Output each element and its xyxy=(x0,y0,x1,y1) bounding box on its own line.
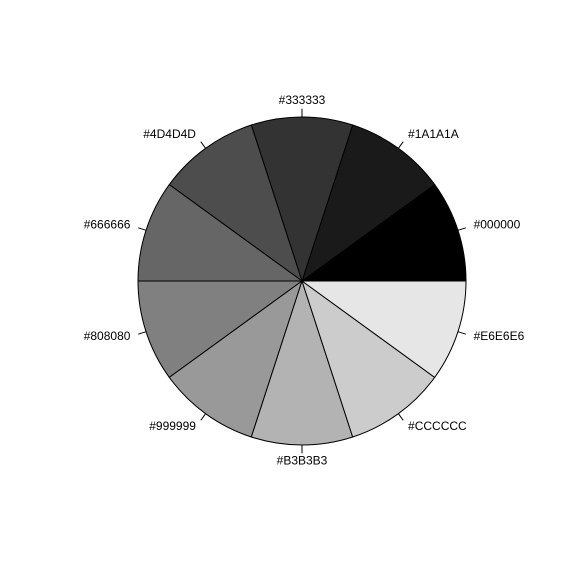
pie-slice-7 xyxy=(250,279,354,446)
pie-slices xyxy=(137,116,467,446)
pie-slice-8 xyxy=(301,279,436,438)
slice-label-6: #999999 xyxy=(149,419,196,433)
slice-label-tick-4 xyxy=(138,227,147,231)
slice-label-5: #808080 xyxy=(84,329,131,343)
slice-label-tick-9 xyxy=(457,331,466,335)
slice-label-4: #666666 xyxy=(84,217,131,231)
pie-slice-6 xyxy=(168,279,303,438)
pie-slice-1 xyxy=(301,124,436,283)
slice-label-tick-0 xyxy=(457,227,466,231)
slice-label-2: #333333 xyxy=(279,93,326,107)
slice-label-tick-5 xyxy=(138,331,147,335)
pie-labels: #000000 #1A1A1A #333333 #4D4D4D #666666 #8080… xyxy=(84,93,525,468)
slice-label-0: #000000 xyxy=(474,217,521,231)
pie-slice-2 xyxy=(250,116,354,283)
slice-label-7: #B3B3B3 xyxy=(277,454,328,468)
slice-label-3: #4D4D4D xyxy=(143,127,196,141)
slice-label-tick-8 xyxy=(397,413,404,421)
slice-label-tick-1 xyxy=(397,141,404,149)
slice-label-tick-6 xyxy=(200,413,207,421)
slice-label-1: #1A1A1A xyxy=(408,127,459,141)
pie-slice-3 xyxy=(168,124,303,283)
slice-label-tick-3 xyxy=(200,141,207,149)
slice-label-9: #E6E6E6 xyxy=(474,329,525,343)
slice-label-8: #CCCCCC xyxy=(408,419,467,433)
